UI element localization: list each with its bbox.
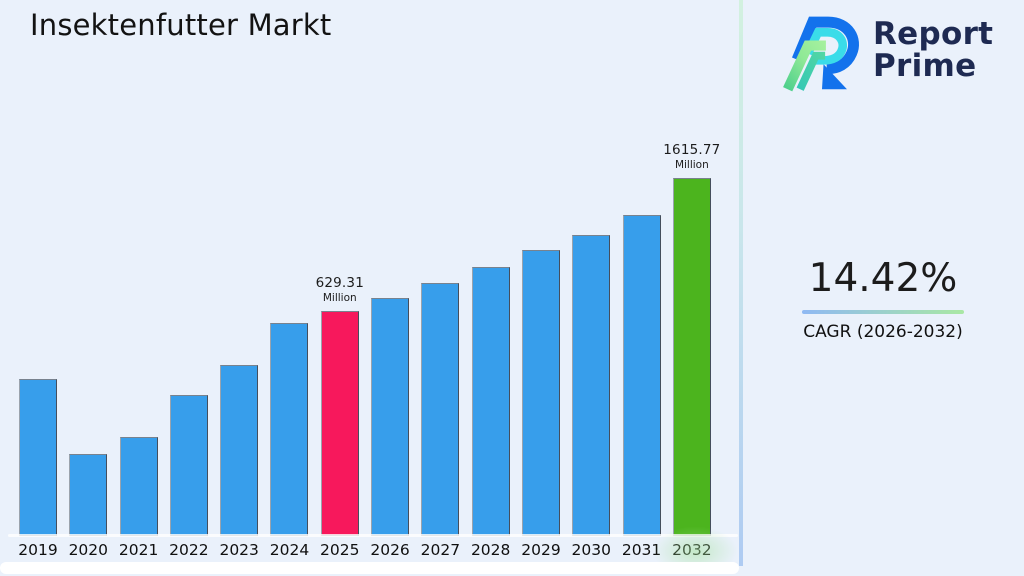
bar-2024 (270, 323, 309, 536)
x-tick-label-2029: 2029 (521, 541, 561, 559)
x-tick-label-2025: 2025 (320, 541, 360, 559)
bar-chart: 2019 2020 2021 2022 2023 2024 629.31 Million 202… (16, 0, 720, 564)
bar-2028 (471, 267, 510, 536)
bar-2020 (69, 454, 108, 536)
bar-2030 (572, 235, 611, 536)
bar-value-label-2032: 1615.77 Million (663, 142, 720, 171)
x-tick-label-2022: 2022 (169, 541, 209, 559)
cagr-block: 14.42% CAGR (2026-2032) (758, 256, 1008, 342)
bar-column-2025: 629.31 Million 2025 (316, 275, 364, 564)
bar-2022 (169, 395, 208, 536)
x-axis-line (8, 534, 738, 537)
bar-2026 (371, 298, 410, 536)
bar-column-2023: 2023 (217, 365, 261, 564)
bar-2025 (320, 311, 359, 536)
vertical-divider (739, 0, 743, 566)
x-tick-label-2019: 2019 (18, 541, 58, 559)
bar-column-2021: 2021 (117, 437, 161, 564)
bar-column-2019: 2019 (16, 379, 60, 564)
brand-name-line2: Prime (873, 48, 977, 84)
bar-value-number: 629.31 (315, 275, 364, 291)
bar-2021 (119, 437, 158, 536)
brand-name-line1: Report (873, 16, 994, 53)
bar-column-2030: 2030 (569, 235, 613, 564)
bar-value-label-2025: 629.31 Million (316, 275, 364, 304)
bar-column-2020: 2020 (66, 454, 110, 564)
bar-column-2031: 2031 (620, 215, 664, 564)
bar-column-2028: 2028 (469, 267, 513, 564)
brand-logo-icon (783, 16, 859, 92)
bar-column-2027: 2027 (418, 283, 462, 564)
x-tick-label-2027: 2027 (420, 541, 461, 559)
cagr-value: 14.42% (808, 256, 958, 301)
bar-value-number: 1615.77 (663, 142, 721, 158)
bar-column-2032: 1615.77Million2032 (663, 142, 720, 564)
bar-2023 (220, 365, 259, 536)
x-tick-label-2024: 2024 (269, 541, 310, 559)
x-tick-label-2023: 2023 (219, 541, 259, 559)
x-tick-label-2031: 2031 (621, 541, 662, 559)
bar-column-2029: 2029 (519, 250, 563, 564)
bar-column-2022: 2022 (167, 395, 211, 564)
card-bottom-edge (0, 562, 739, 574)
brand-name: Report Prime (873, 19, 993, 82)
brand-logo: Report Prime (783, 8, 993, 94)
bar-2032 (672, 178, 711, 536)
bar-2031 (622, 215, 661, 536)
cagr-label: CAGR (2026-2032) (803, 322, 963, 342)
bar-value-unit: Million (674, 159, 709, 171)
cagr-underline-accent (802, 310, 964, 314)
x-tick-label-2030: 2030 (571, 541, 611, 559)
bar-column-2026: 2026 (368, 298, 412, 564)
x-tick-label-2021: 2021 (118, 541, 159, 559)
x-tick-label-2026: 2026 (370, 541, 410, 559)
x-tick-label-2028: 2028 (470, 541, 511, 559)
x-tick-label-2020: 2020 (68, 541, 109, 559)
bar-value-unit: Million (322, 292, 357, 304)
bar-2027 (421, 283, 460, 536)
bar-2019 (19, 379, 57, 536)
chart-title: Insektenfutter Markt (30, 8, 332, 42)
bar-column-2024: 2024 (267, 323, 311, 564)
bar-2029 (521, 250, 560, 536)
